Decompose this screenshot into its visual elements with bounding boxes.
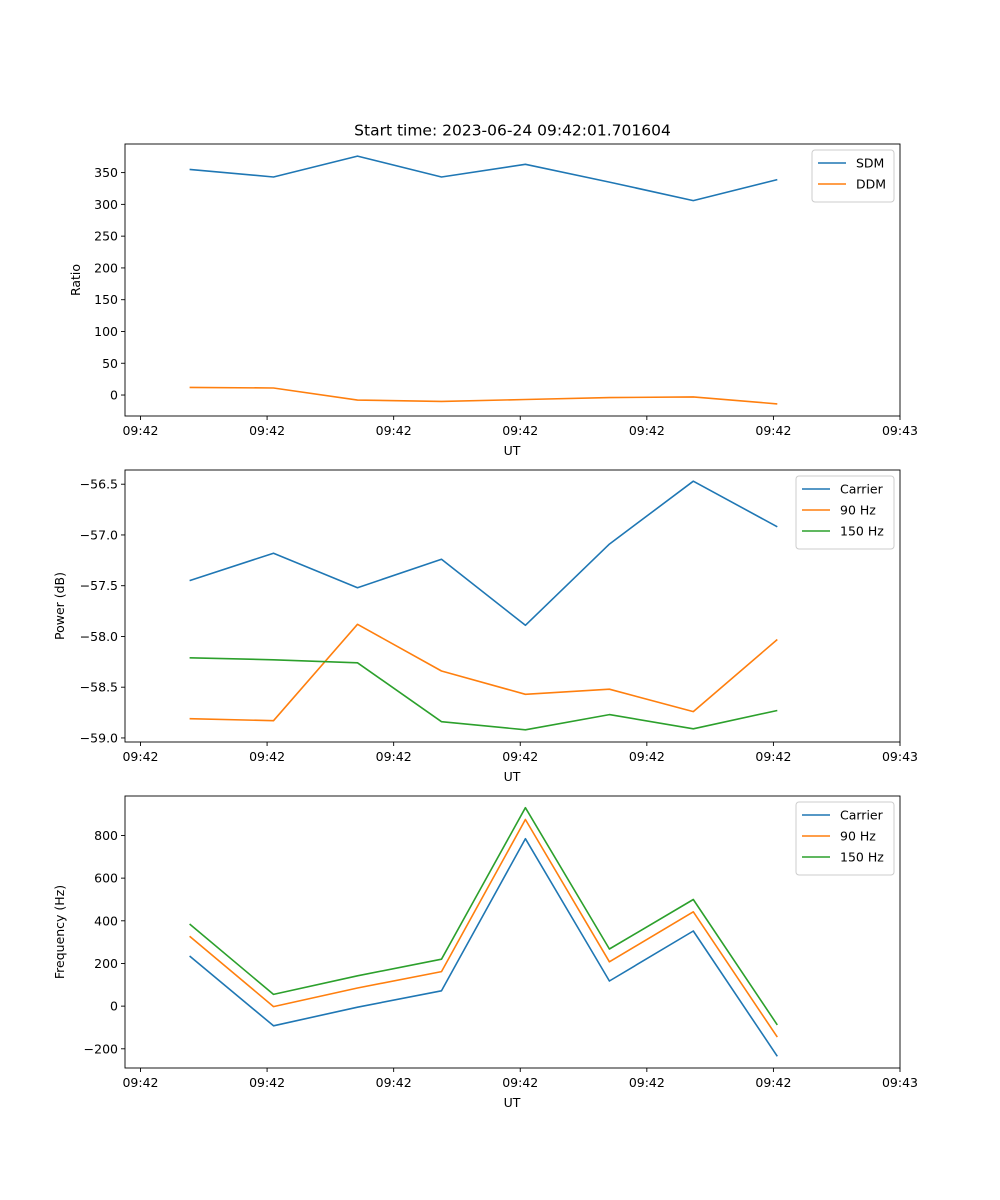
y-tick-label: 150 xyxy=(94,292,118,307)
legend-label: 90 Hz xyxy=(840,503,876,518)
x-tick-label: 09:43 xyxy=(882,1075,918,1090)
series-line-150-hz xyxy=(189,806,778,1026)
series-line-ddm xyxy=(189,386,778,405)
x-tick-label: 09:42 xyxy=(249,749,285,764)
y-tick-label: −59.0 xyxy=(80,730,118,745)
axes-frame xyxy=(124,143,901,417)
x-tick-label: 09:42 xyxy=(376,1075,412,1090)
legend: Carrier 90 Hz 150 Hz xyxy=(795,801,895,876)
legend-label: 150 Hz xyxy=(840,850,884,865)
x-tick-label: 09:42 xyxy=(249,423,285,438)
legend: Carrier 90 Hz 150 Hz xyxy=(795,475,895,550)
y-tick-label: 350 xyxy=(94,165,118,180)
axes-frame xyxy=(124,795,901,1069)
y-tick-label: −58.0 xyxy=(80,629,118,644)
y-axis-label: Frequency (Hz) xyxy=(52,885,67,979)
y-axis-label: Ratio xyxy=(68,264,83,296)
x-tick-label: 09:42 xyxy=(122,423,158,438)
x-tick-label: 09:42 xyxy=(755,1075,791,1090)
legend-label: Carrier xyxy=(840,808,884,823)
y-tick-label: 50 xyxy=(102,356,118,371)
legend: SDM DDM xyxy=(811,149,895,203)
y-tick-label: 400 xyxy=(94,913,118,928)
chart-panel-2: 09:42 09:42 09:42 09:42 09:42 09:42 09:43 −59.0… xyxy=(52,469,918,784)
series-line-90-hz xyxy=(189,623,778,722)
x-tick-label: 09:42 xyxy=(249,1075,285,1090)
chart-panel-3: 09:42 09:42 09:42 09:42 09:42 09:42 09:43 −200 0… xyxy=(52,795,918,1110)
axes-frame xyxy=(124,469,901,743)
y-tick-label: 200 xyxy=(94,260,118,275)
x-tick-label: 09:42 xyxy=(629,1075,665,1090)
y-tick-label: −200 xyxy=(84,1041,118,1056)
legend-label: DDM xyxy=(856,177,886,192)
x-tick-label: 09:42 xyxy=(376,423,412,438)
y-tick-label: 0 xyxy=(110,388,118,403)
series-line-90-hz xyxy=(189,818,778,1038)
y-tick-label: −57.0 xyxy=(80,527,118,542)
x-axis-label: UT xyxy=(504,769,521,784)
x-tick-label: 09:42 xyxy=(629,423,665,438)
x-tick-label: 09:42 xyxy=(502,749,538,764)
legend-label: 150 Hz xyxy=(840,524,884,539)
y-axis-label: Power (dB) xyxy=(52,572,67,640)
x-tick-label: 09:42 xyxy=(502,1075,538,1090)
y-tick-label: 250 xyxy=(94,229,118,244)
series-line-carrier xyxy=(189,837,778,1057)
series-line-150-hz xyxy=(189,657,778,731)
y-tick-label: 600 xyxy=(94,871,118,886)
y-tick-label: 300 xyxy=(94,197,118,212)
x-axis-label: UT xyxy=(504,1095,521,1110)
y-tick-label: −57.5 xyxy=(80,578,118,593)
legend-label: Carrier xyxy=(840,482,884,497)
y-tick-label: 0 xyxy=(110,999,118,1014)
x-tick-label: 09:42 xyxy=(376,749,412,764)
x-tick-label: 09:42 xyxy=(122,1075,158,1090)
series-line-carrier xyxy=(189,480,778,627)
x-tick-label: 09:42 xyxy=(755,423,791,438)
x-tick-label: 09:42 xyxy=(629,749,665,764)
figure-title: Start time: 2023-06-24 09:42:01.701604 xyxy=(354,122,671,140)
y-tick-label: 800 xyxy=(94,828,118,843)
legend-label: SDM xyxy=(856,156,884,171)
y-tick-label: 100 xyxy=(94,324,118,339)
legend-label: 90 Hz xyxy=(840,829,876,844)
chart-panel-1: 09:42 09:42 09:42 09:42 09:42 09:42 09:43 0 50 10… xyxy=(68,143,918,458)
x-tick-label: 09:42 xyxy=(755,749,791,764)
series-line-sdm xyxy=(189,155,778,202)
x-tick-label: 09:43 xyxy=(882,749,918,764)
y-tick-label: 200 xyxy=(94,956,118,971)
y-tick-label: −56.5 xyxy=(80,477,118,492)
x-tick-label: 09:42 xyxy=(502,423,538,438)
x-tick-label: 09:43 xyxy=(882,423,918,438)
x-tick-label: 09:42 xyxy=(122,749,158,764)
y-tick-label: −58.5 xyxy=(80,680,118,695)
x-axis-label: UT xyxy=(504,443,521,458)
